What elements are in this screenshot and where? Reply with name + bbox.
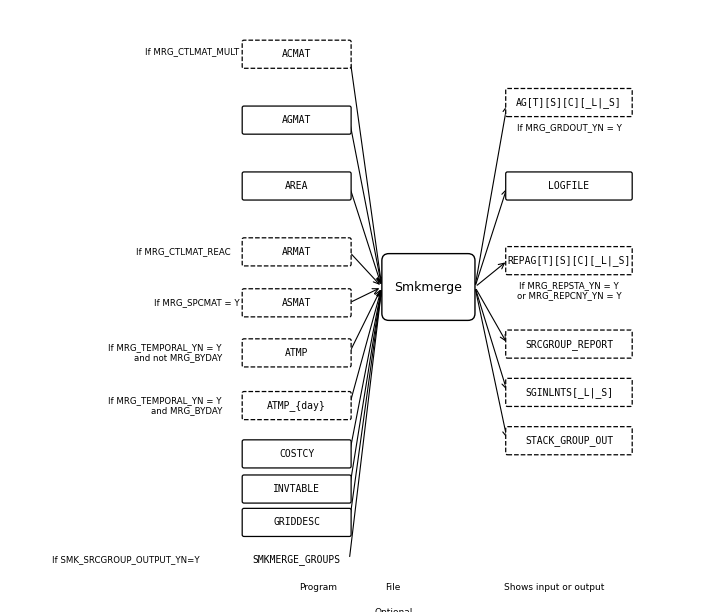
Text: Optional: Optional	[374, 608, 412, 612]
Text: Program: Program	[299, 583, 338, 592]
FancyBboxPatch shape	[287, 574, 351, 600]
Text: If MRG_TEMPORAL_YN = Y
and MRG_BYDAY: If MRG_TEMPORAL_YN = Y and MRG_BYDAY	[109, 396, 222, 416]
Text: SRCGROUP_REPORT: SRCGROUP_REPORT	[525, 338, 613, 349]
FancyBboxPatch shape	[506, 89, 632, 117]
Text: ASMAT: ASMAT	[282, 298, 311, 308]
Text: ARMAT: ARMAT	[282, 247, 311, 257]
FancyBboxPatch shape	[242, 545, 351, 573]
FancyBboxPatch shape	[382, 253, 475, 321]
FancyBboxPatch shape	[506, 378, 632, 406]
FancyBboxPatch shape	[368, 576, 419, 599]
Text: INVTABLE: INVTABLE	[273, 484, 320, 494]
Text: SMKMERGE_GROUPS: SMKMERGE_GROUPS	[252, 554, 341, 565]
FancyBboxPatch shape	[242, 475, 351, 503]
FancyBboxPatch shape	[242, 40, 351, 69]
Text: File: File	[385, 583, 401, 592]
Text: AG[T][S][C][_L|_S]: AG[T][S][C][_L|_S]	[516, 97, 622, 108]
Text: ATMP_{day}: ATMP_{day}	[267, 400, 326, 411]
FancyBboxPatch shape	[242, 392, 351, 420]
Text: ACMAT: ACMAT	[282, 49, 311, 59]
Text: LOGFILE: LOGFILE	[548, 181, 589, 191]
Text: SGINLNTS[_L|_S]: SGINLNTS[_L|_S]	[525, 387, 613, 398]
FancyBboxPatch shape	[242, 339, 351, 367]
FancyBboxPatch shape	[242, 238, 351, 266]
Text: AREA: AREA	[285, 181, 309, 191]
Text: COSTCY: COSTCY	[279, 449, 314, 459]
Text: If MRG_SPCMAT = Y: If MRG_SPCMAT = Y	[154, 298, 240, 307]
Text: If SMK_SRCGROUP_OUTPUT_YN=Y: If SMK_SRCGROUP_OUTPUT_YN=Y	[53, 555, 200, 564]
FancyBboxPatch shape	[368, 600, 419, 612]
Text: If MRG_CTLMAT_REAC: If MRG_CTLMAT_REAC	[136, 247, 231, 256]
FancyBboxPatch shape	[242, 172, 351, 200]
FancyBboxPatch shape	[506, 427, 632, 455]
FancyBboxPatch shape	[506, 247, 632, 275]
FancyBboxPatch shape	[242, 289, 351, 317]
FancyBboxPatch shape	[506, 172, 632, 200]
Text: STACK_GROUP_OUT: STACK_GROUP_OUT	[525, 435, 613, 446]
FancyBboxPatch shape	[242, 509, 351, 537]
Text: REPAG[T][S][C][_L|_S]: REPAG[T][S][C][_L|_S]	[507, 255, 631, 266]
Text: Shows input or output: Shows input or output	[504, 583, 604, 592]
Text: If MRG_CTLMAT_MULT: If MRG_CTLMAT_MULT	[146, 47, 240, 56]
FancyBboxPatch shape	[242, 106, 351, 134]
FancyBboxPatch shape	[506, 330, 632, 358]
Text: If MRG_GRDOUT_YN = Y: If MRG_GRDOUT_YN = Y	[516, 123, 621, 132]
Text: If MRG_REPSTA_YN = Y
or MRG_REPCNY_YN = Y: If MRG_REPSTA_YN = Y or MRG_REPCNY_YN = …	[517, 281, 621, 300]
Text: AGMAT: AGMAT	[282, 115, 311, 125]
Text: GRIDDESC: GRIDDESC	[273, 517, 320, 528]
FancyBboxPatch shape	[242, 440, 351, 468]
Text: Smkmerge: Smkmerge	[395, 280, 462, 294]
Text: ATMP: ATMP	[285, 348, 309, 358]
Text: If MRG_TEMPORAL_YN = Y
and not MRG_BYDAY: If MRG_TEMPORAL_YN = Y and not MRG_BYDAY	[109, 343, 222, 362]
